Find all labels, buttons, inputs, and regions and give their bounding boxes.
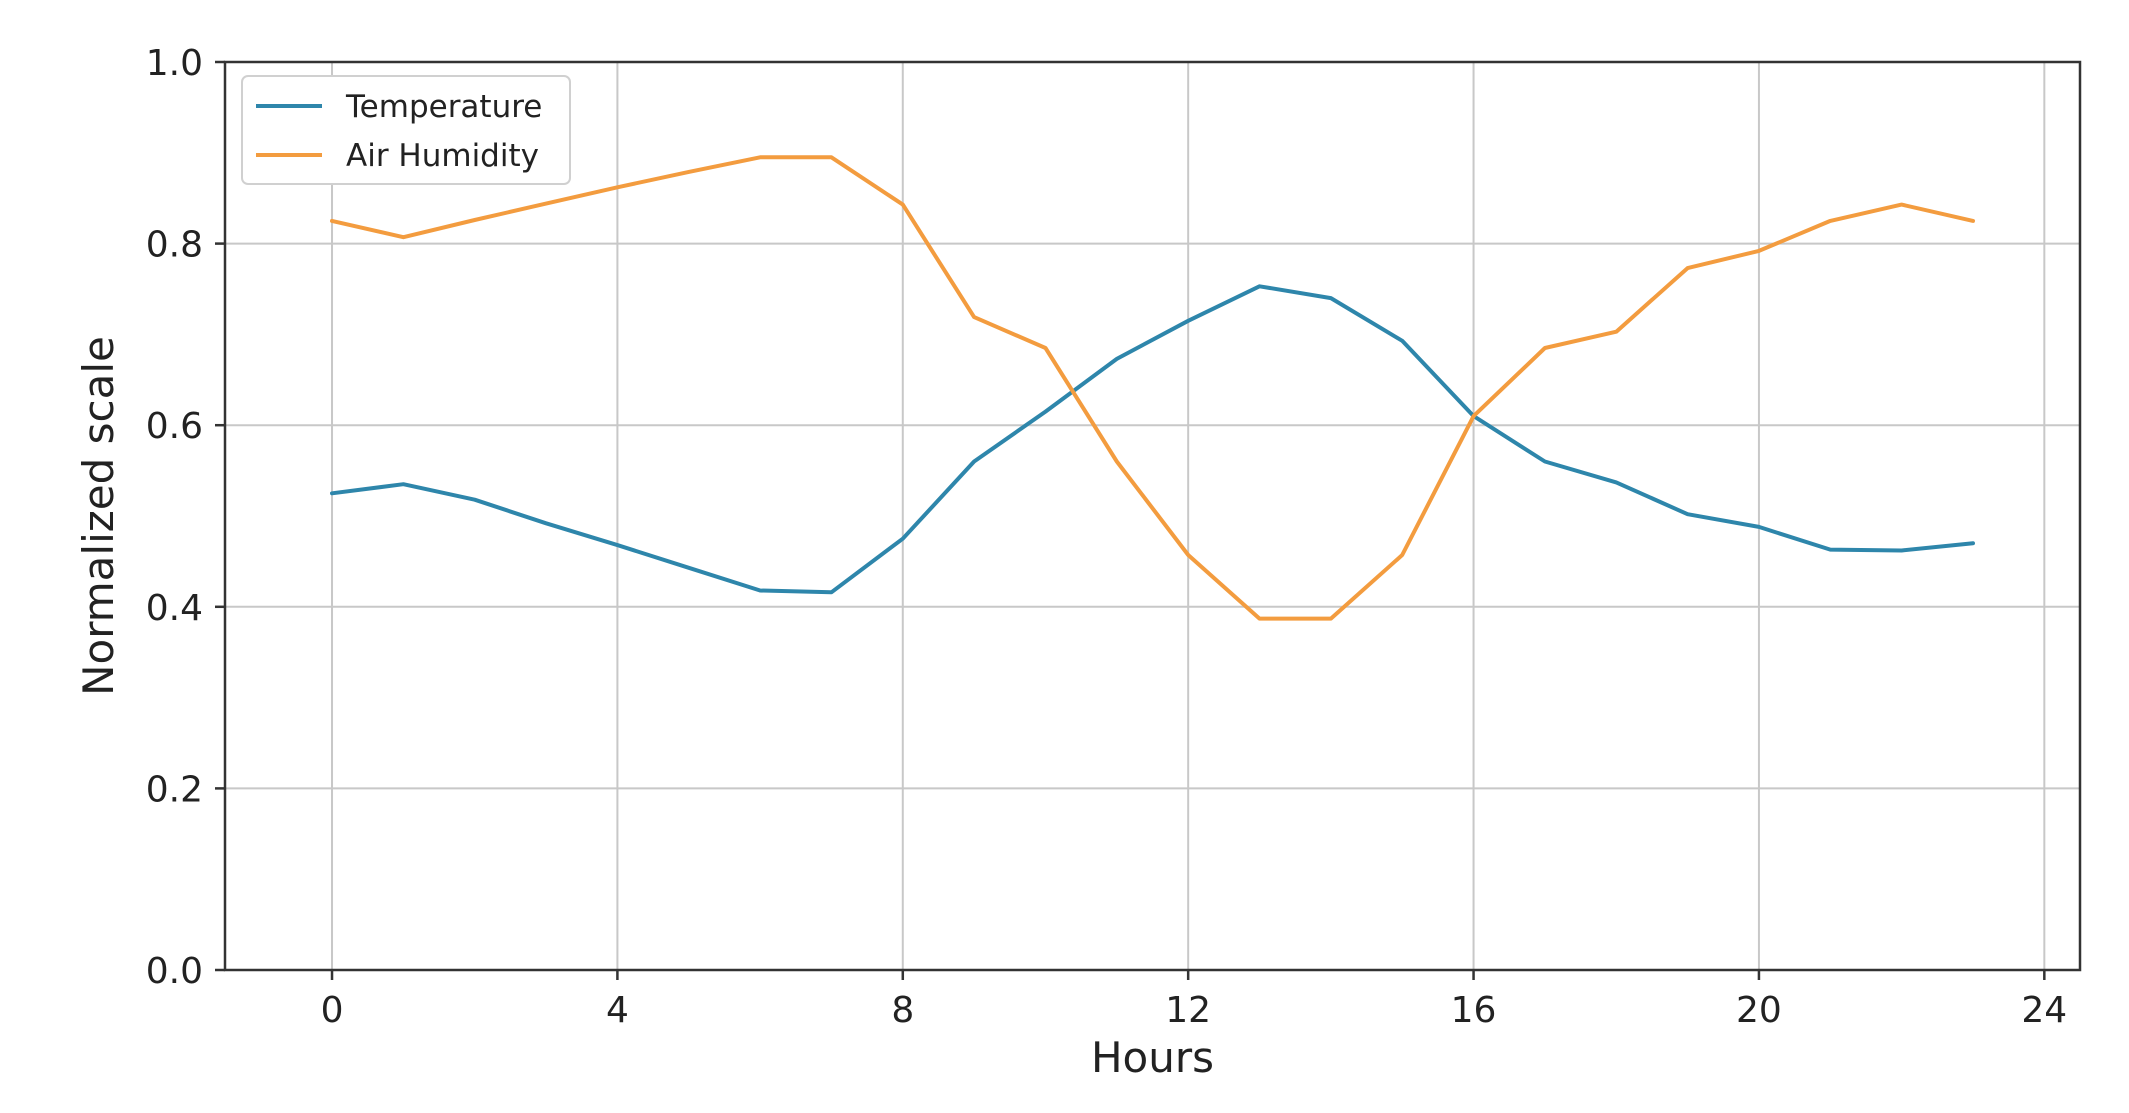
y-tick-label: 1.0 xyxy=(146,43,203,84)
plot-area-frame xyxy=(223,60,2082,972)
x-tick-label: 8 xyxy=(891,990,914,1031)
x-tick-label: 12 xyxy=(1165,990,1211,1031)
axis-ticks xyxy=(215,60,2046,980)
legend-label-temperature: Temperature xyxy=(345,89,542,125)
y-tick-label: 0.2 xyxy=(146,769,203,810)
series-lines xyxy=(330,155,1975,621)
series-line-air-humidity xyxy=(330,155,1975,621)
x-tick-label: 16 xyxy=(1451,990,1497,1031)
y-tick-label: 0.8 xyxy=(146,225,203,266)
grid xyxy=(225,61,2080,971)
legend-label-air-humidity: Air Humidity xyxy=(346,138,539,174)
x-axis-title: Hours xyxy=(1091,1033,1214,1082)
x-tick-label: 20 xyxy=(1736,990,1782,1031)
y-axis-title: Normalized scale xyxy=(74,336,123,696)
tick-labels: 0 4 8 12 16 20 24 0.0 0.2 0.4 0.6 0.8 1.0 xyxy=(146,43,2067,1031)
x-tick-label: 24 xyxy=(2021,990,2067,1031)
y-tick-label: 0.4 xyxy=(146,588,203,629)
x-tick-label: 0 xyxy=(321,990,344,1031)
legend-box xyxy=(241,75,571,185)
x-tick-label: 4 xyxy=(606,990,629,1031)
legend: Temperature Air Humidity xyxy=(241,75,571,185)
y-tick-label: 0.0 xyxy=(146,951,203,992)
series-line-temperature xyxy=(330,284,1975,595)
y-tick-label: 0.6 xyxy=(146,406,203,447)
